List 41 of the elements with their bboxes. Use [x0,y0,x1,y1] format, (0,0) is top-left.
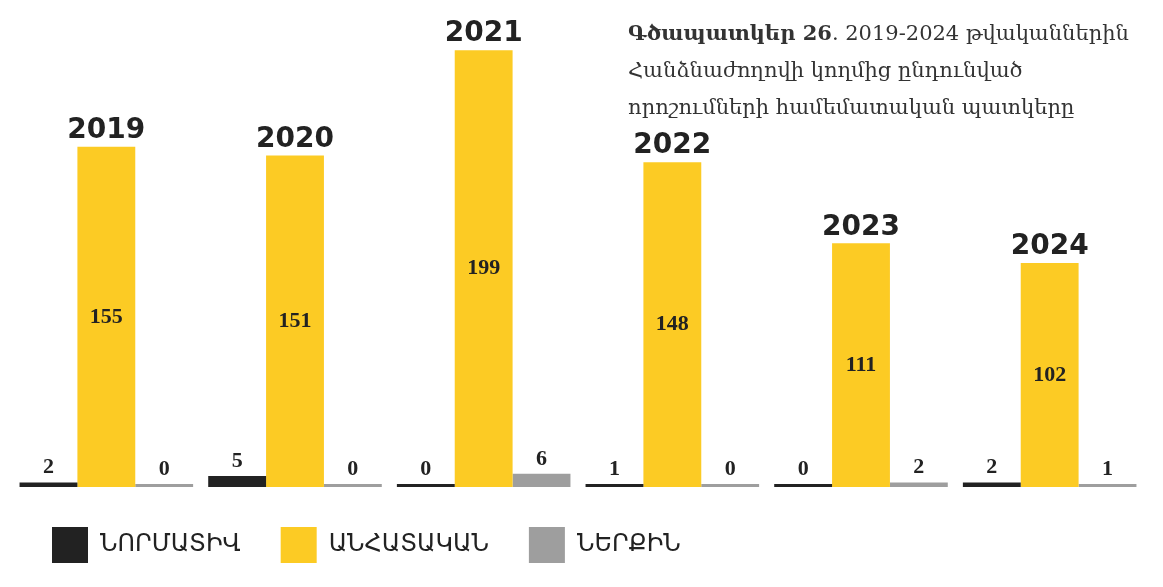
x-tick-label: 2021 [444,15,523,49]
x-tick-label: 2020 [256,120,334,154]
data-label: 2 [913,453,925,479]
bar [643,162,702,487]
data-label: 2 [986,453,998,479]
data-label: 0 [158,454,170,480]
chart-title: Գծապատկեր 26. 2019-2024 թվականներին Հանձնաժողովի կողմից ընդունված որոշումների համեմատական պատկերը [628,20,1129,119]
bar [77,146,136,487]
data-label: 0 [347,454,359,480]
bar [832,243,890,487]
bar [19,482,78,487]
bar [512,473,571,487]
data-label: 199 [467,254,501,280]
bar [266,155,324,487]
bar [585,484,644,487]
data-label: 2 [42,453,54,479]
bar [962,482,1021,487]
data-label: 151 [278,306,312,332]
legend-label: ՆԵՐՔԻՆ [576,529,681,558]
bar [454,50,513,487]
x-tick-label: 2022 [633,127,712,161]
data-label: 5 [231,446,243,472]
bar [889,482,948,487]
data-label: 0 [724,454,736,480]
data-label: 148 [655,310,689,336]
x-tick-label: 2023 [822,208,900,242]
data-label: 102 [1033,360,1067,386]
data-label: 155 [89,302,123,328]
data-label: 1 [1102,454,1114,480]
legend-label: ՆՈՐՄԱՏԻՎ [100,529,241,558]
data-label: 0 [797,454,809,480]
legend-label: ԱՆՀԱՏԱԿԱՆ [328,529,489,558]
data-label: 1 [608,454,620,480]
bar [1078,484,1137,487]
bar [208,476,267,487]
x-tick-label: 2024 [1010,228,1089,262]
x-tick-label: 2019 [67,112,146,146]
data-label: 6 [536,444,548,470]
data-label: 0 [420,454,432,480]
bar [1020,263,1079,487]
data-label: 111 [845,350,877,376]
